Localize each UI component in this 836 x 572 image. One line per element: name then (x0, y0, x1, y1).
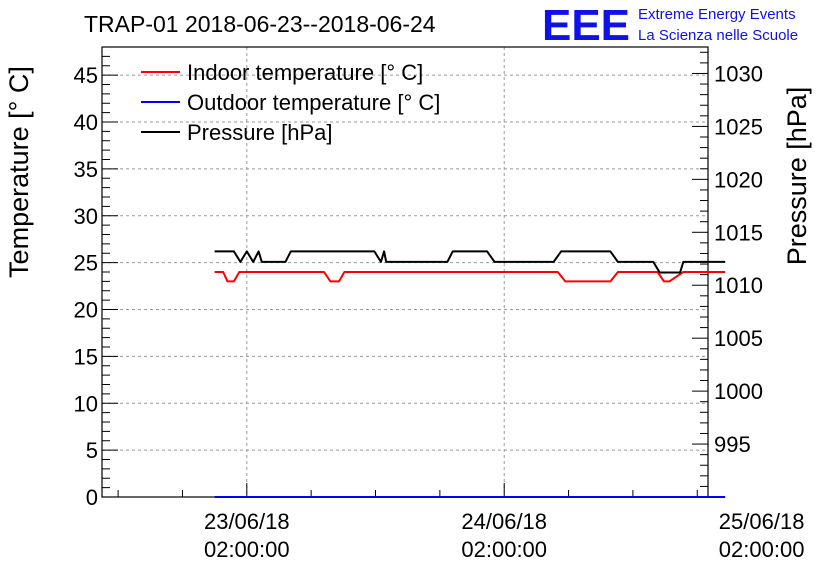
y-tick-label-3: 15 (74, 344, 98, 369)
legend-label-indoor: Indoor temperature [° C] (187, 60, 423, 85)
series-line-2 (214, 250, 726, 274)
eee-logo-mark: EEE (542, 1, 630, 50)
y-tick-label-0: 0 (86, 485, 98, 510)
y2-tick-label-0: 995 (714, 432, 751, 457)
axes: 0510152025303540459951000100510101015102… (74, 46, 805, 562)
y-tick-label-2: 10 (74, 391, 98, 416)
y2-tick-label-3: 1010 (714, 273, 763, 298)
x-tick-label-date-1: 24/06/18 (461, 509, 547, 534)
series-layer (214, 250, 726, 498)
y-tick-label-8: 40 (74, 110, 98, 135)
legend: Indoor temperature [° C] Outdoor tempera… (141, 60, 440, 145)
y2-tick-label-7: 1030 (714, 61, 763, 86)
y-tick-label-6: 30 (74, 204, 98, 229)
y2-tick-label-5: 1020 (714, 167, 763, 192)
y2-tick-label-6: 1025 (714, 114, 763, 139)
y2-tick-label-1: 1000 (714, 379, 763, 404)
series-line-0 (214, 271, 726, 283)
x-tick-label-date-2: 25/06/18 (719, 509, 805, 534)
y2-tick-label-4: 1015 (714, 220, 763, 245)
y-tick-label-9: 45 (74, 63, 98, 88)
y-axis-label: Temperature [° C] (4, 66, 34, 278)
x-tick-label-time-1: 02:00:00 (461, 537, 547, 562)
grid (102, 47, 708, 497)
chart-title: TRAP-01 2018-06-23--2018-06-24 (84, 11, 436, 37)
y-tick-label-5: 25 (74, 251, 98, 276)
eee-logo-line2: La Scienza nelle Scuole (638, 27, 798, 44)
y-tick-label-7: 35 (74, 157, 98, 182)
legend-label-pressure: Pressure [hPa] (187, 120, 333, 145)
y-tick-label-1: 5 (86, 438, 98, 463)
y2-axis-label: Pressure [hPa] (782, 87, 812, 266)
eee-logo: EEE Extreme Energy Events La Scienza nel… (542, 1, 798, 50)
x-tick-label-time-0: 02:00:00 (204, 537, 290, 562)
legend-label-outdoor: Outdoor temperature [° C] (187, 90, 440, 115)
y-tick-label-4: 20 (74, 298, 98, 323)
x-tick-label-time-2: 02:00:00 (719, 537, 805, 562)
x-tick-label-date-0: 23/06/18 (204, 509, 290, 534)
y2-tick-label-2: 1005 (714, 326, 763, 351)
eee-logo-line1: Extreme Energy Events (638, 6, 796, 23)
